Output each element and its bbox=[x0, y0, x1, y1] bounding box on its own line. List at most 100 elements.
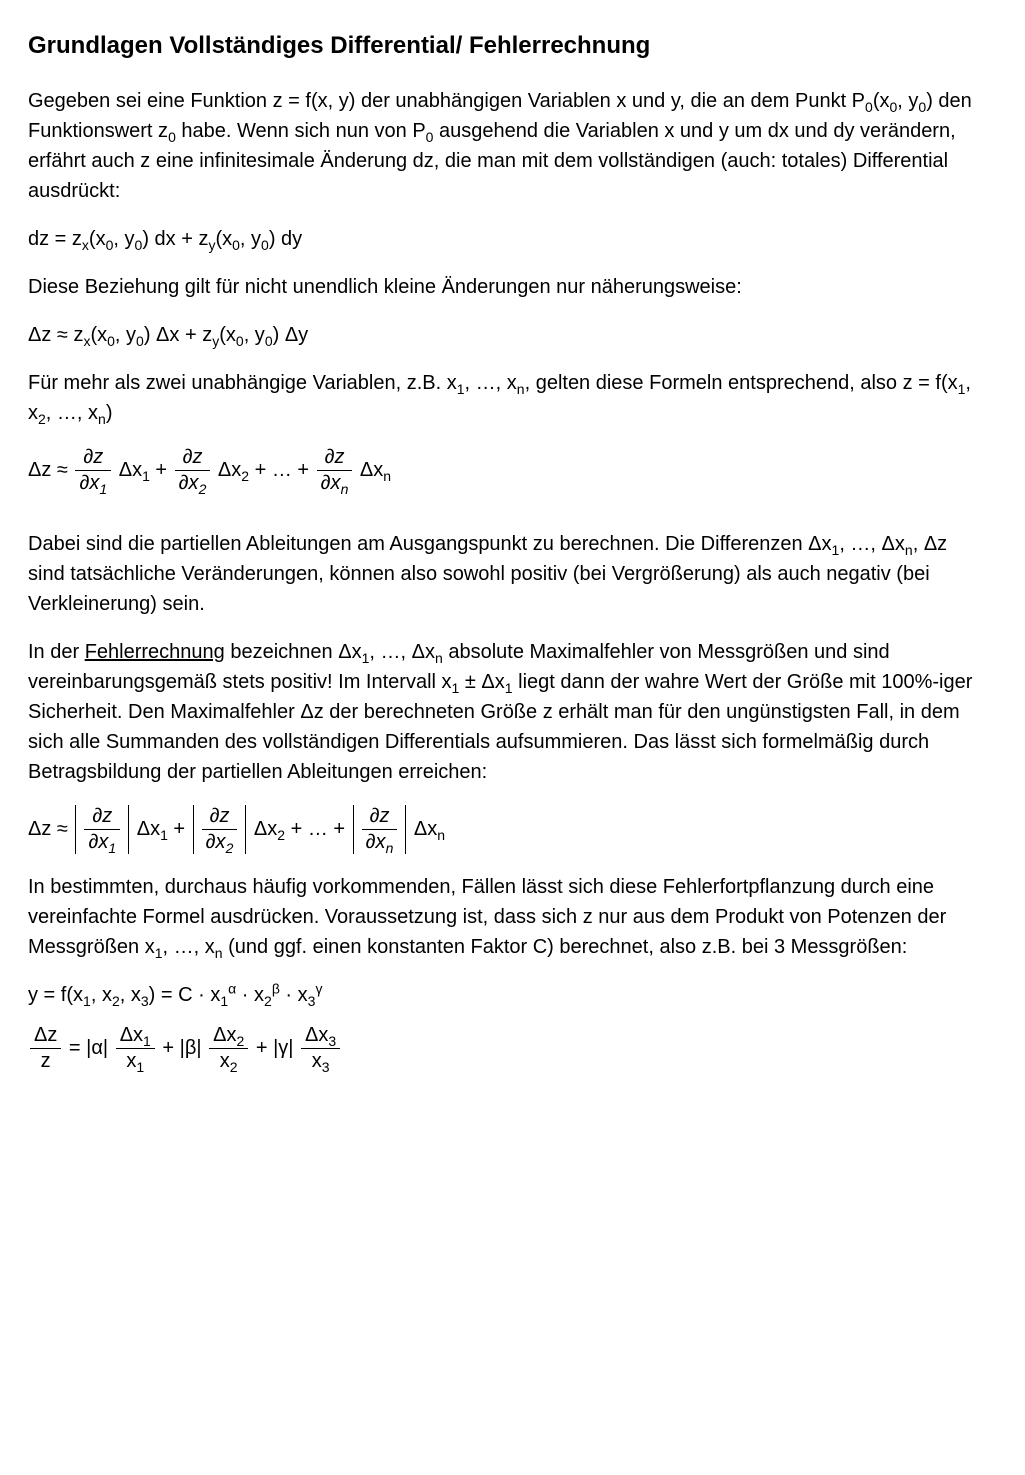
text: bezeichnen Δx bbox=[225, 641, 362, 663]
numerator: ∂z bbox=[317, 446, 353, 471]
subscript: 1 bbox=[99, 481, 107, 497]
formula-relative-error: Δz z = |α| Δx1 x1 + |β| Δx2 x2 + |γ| Δx3… bbox=[28, 1024, 985, 1073]
fraction: Δz z bbox=[30, 1024, 61, 1073]
subscript: 1 bbox=[136, 1059, 144, 1075]
subscript: 0 bbox=[261, 237, 269, 253]
text: Δz ≈ bbox=[28, 459, 73, 481]
superscript: γ bbox=[315, 980, 322, 996]
text: Δx bbox=[120, 1024, 143, 1046]
text: der unabhängigen Variablen x und y, die … bbox=[355, 90, 865, 112]
text: (x bbox=[941, 372, 958, 394]
subscript: n bbox=[341, 481, 349, 497]
subscript: 2 bbox=[38, 411, 46, 427]
text: In der bbox=[28, 641, 85, 663]
subscript: n bbox=[905, 542, 913, 558]
text: ∂x bbox=[79, 472, 99, 494]
denominator: ∂xn bbox=[362, 830, 398, 854]
denominator: x1 bbox=[116, 1049, 155, 1073]
denominator: ∂x1 bbox=[84, 830, 120, 854]
text: Δx bbox=[305, 1024, 328, 1046]
subscript: 1 bbox=[143, 1033, 151, 1049]
numerator: Δx3 bbox=[301, 1024, 340, 1049]
subscript: n bbox=[517, 381, 525, 397]
underlined-term: Fehlerrechnung bbox=[85, 641, 225, 663]
text: Dabei sind die partiellen Ableitungen am… bbox=[28, 533, 832, 555]
text: + bbox=[155, 459, 172, 481]
subscript: 1 bbox=[457, 381, 465, 397]
text: Δz ≈ bbox=[28, 818, 73, 840]
text: habe. Wenn sich nun von P bbox=[176, 120, 426, 142]
text: , …, Δx bbox=[369, 641, 435, 663]
numerator: Δx1 bbox=[116, 1024, 155, 1049]
text: ± Δx bbox=[459, 671, 504, 693]
subscript: 0 bbox=[107, 333, 115, 349]
text: , y bbox=[113, 228, 134, 250]
fraction: ∂z ∂x2 bbox=[175, 446, 211, 495]
text: Δx bbox=[119, 459, 142, 481]
fraction: Δx2 x2 bbox=[209, 1024, 248, 1073]
fraction: ∂z ∂xn bbox=[362, 805, 398, 854]
text: (x bbox=[89, 228, 106, 250]
denominator: ∂x2 bbox=[202, 830, 238, 854]
text: , y bbox=[897, 90, 918, 112]
subscript: x bbox=[82, 237, 89, 253]
formula-abs-partial-sum: Δz ≈ ∂z ∂x1 Δx1 + ∂z ∂x2 Δx2 + … + ∂z ∂x… bbox=[28, 805, 985, 854]
subscript: 1 bbox=[142, 468, 150, 484]
subscript: 3 bbox=[141, 993, 149, 1009]
subscript: n bbox=[383, 468, 391, 484]
denominator: x2 bbox=[209, 1049, 248, 1073]
subscript: 1 bbox=[108, 840, 116, 856]
subscript: n bbox=[98, 411, 106, 427]
text: ) = C · x bbox=[149, 984, 221, 1006]
fraction: Δx1 x1 bbox=[116, 1024, 155, 1073]
text: y = f bbox=[28, 984, 66, 1006]
text: , gelten diese Formeln entsprechend, als… bbox=[525, 372, 941, 394]
fraction: ∂z ∂x1 bbox=[84, 805, 120, 854]
subscript: 2 bbox=[264, 993, 272, 1009]
fraction: ∂z ∂xn bbox=[317, 446, 353, 495]
text: (x bbox=[873, 90, 890, 112]
text: ) Δx + z bbox=[144, 324, 212, 346]
subscript: n bbox=[435, 650, 443, 666]
text: ∂x bbox=[88, 831, 108, 853]
subscript: 1 bbox=[160, 827, 168, 843]
text: Δx bbox=[254, 818, 277, 840]
subscript: 1 bbox=[220, 993, 228, 1009]
text: , x bbox=[91, 984, 112, 1006]
numerator: Δx2 bbox=[209, 1024, 248, 1049]
subscript: 2 bbox=[230, 1059, 238, 1075]
text: ) dx + z bbox=[142, 228, 208, 250]
abs-fraction: ∂z ∂x2 bbox=[193, 805, 247, 854]
subscript: 2 bbox=[226, 840, 234, 856]
text: · x bbox=[280, 984, 308, 1006]
formula-delta-approx: Δz ≈ zx(x0, y0) Δx + zy(x0, y0) Δy bbox=[28, 320, 985, 350]
text: x bbox=[220, 1050, 230, 1072]
text: Δx bbox=[360, 459, 383, 481]
abs-fraction: ∂z ∂xn bbox=[353, 805, 407, 854]
numerator: ∂z bbox=[202, 805, 238, 830]
subscript: 2 bbox=[277, 827, 285, 843]
text: + bbox=[162, 1037, 179, 1059]
subscript: 0 bbox=[168, 129, 176, 145]
text: ∂x bbox=[206, 831, 226, 853]
text: = bbox=[69, 1037, 86, 1059]
text: , …, Δx bbox=[839, 533, 905, 555]
subscript: 3 bbox=[322, 1059, 330, 1075]
text: + bbox=[256, 1037, 273, 1059]
text: , …, x bbox=[163, 936, 215, 958]
text: · x bbox=[236, 984, 264, 1006]
text: Δz ≈ z bbox=[28, 324, 83, 346]
text: Δx bbox=[213, 1024, 236, 1046]
subscript: n bbox=[437, 827, 445, 843]
formula-total-differential: dz = zx(x0, y0) dx + zy(x0, y0) dy bbox=[28, 224, 985, 254]
denominator: ∂x1 bbox=[75, 471, 111, 495]
paragraph-intro: Gegeben sei eine Funktion z = f(x, y) de… bbox=[28, 86, 985, 206]
text: + … + bbox=[291, 818, 351, 840]
text: + bbox=[173, 818, 190, 840]
text: ) bbox=[106, 402, 113, 424]
text: (x bbox=[90, 324, 107, 346]
text: ∂x bbox=[321, 472, 341, 494]
text: (und ggf. einen konstanten Faktor C) ber… bbox=[223, 936, 908, 958]
text: ∂x bbox=[366, 831, 386, 853]
text: , y bbox=[115, 324, 136, 346]
